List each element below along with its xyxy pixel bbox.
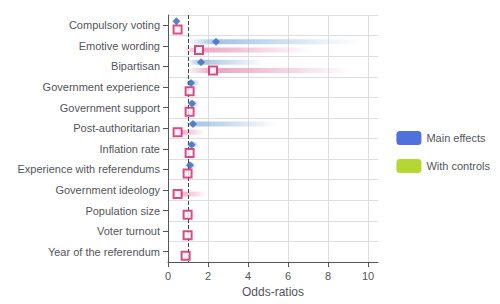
svg-text:Year of the referendum: Year of the referendum bbox=[48, 246, 160, 258]
svg-text:With controls: With controls bbox=[426, 160, 490, 172]
svg-text:Voter turnout: Voter turnout bbox=[97, 225, 160, 237]
svg-text:Main effects: Main effects bbox=[426, 132, 486, 144]
svg-text:Compulsory voting: Compulsory voting bbox=[69, 19, 160, 31]
svg-text:Post-authoritarian: Post-authoritarian bbox=[73, 122, 160, 134]
svg-text:Bipartisan: Bipartisan bbox=[111, 60, 160, 72]
svg-text:4: 4 bbox=[245, 270, 251, 282]
svg-text:Government experience: Government experience bbox=[43, 81, 160, 93]
svg-text:6: 6 bbox=[285, 270, 291, 282]
svg-text:Emotive wording: Emotive wording bbox=[79, 40, 160, 52]
svg-text:Population size: Population size bbox=[85, 205, 160, 217]
svg-text:Government ideology: Government ideology bbox=[55, 184, 160, 196]
svg-text:Odds-ratios: Odds-ratios bbox=[242, 285, 304, 299]
svg-text:Government support: Government support bbox=[60, 102, 160, 114]
svg-text:Experience with referendums: Experience with referendums bbox=[18, 163, 161, 175]
svg-text:Inflation rate: Inflation rate bbox=[99, 143, 160, 155]
svg-text:2: 2 bbox=[205, 270, 211, 282]
svg-text:8: 8 bbox=[325, 270, 331, 282]
svg-text:0: 0 bbox=[165, 270, 171, 282]
svg-text:10: 10 bbox=[362, 270, 374, 282]
